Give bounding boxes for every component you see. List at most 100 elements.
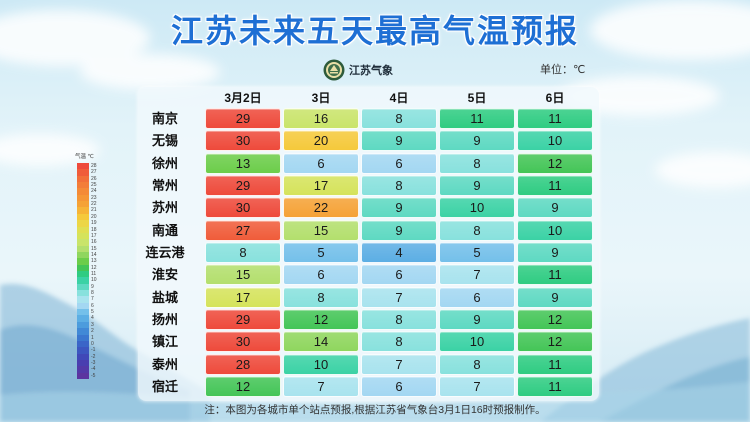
legend-tick-label: -5 (91, 372, 96, 379)
temperature-cell: 9 (439, 130, 515, 152)
temperature-cell: 5 (439, 241, 515, 263)
temperature-cell: 9 (361, 219, 437, 241)
city-label: 淮安 (151, 267, 178, 283)
jiangsu-meteorology-emblem-icon (323, 59, 345, 81)
legend-color-segment (77, 264, 89, 272)
legend-color-segment (77, 347, 89, 354)
temperature-cell: 10 (283, 353, 359, 375)
legend-tick-label: -1 (91, 347, 96, 354)
column-header: 3月2日 (224, 91, 262, 105)
temperature-cell: 30 (205, 331, 281, 353)
legend-tick-label: 24 (91, 188, 97, 195)
temperature-cell: 7 (283, 375, 359, 397)
temperature-cell: 16 (283, 108, 359, 129)
legend-color-segment (77, 321, 89, 329)
temperature-cell: 12 (517, 308, 593, 330)
temperature-cell: 8 (361, 308, 437, 330)
city-label: 徐州 (151, 155, 178, 171)
legend-color-segment (77, 182, 89, 189)
legend-tick-label: 15 (91, 245, 97, 252)
legend-tick-label: -2 (91, 353, 96, 360)
temperature-cell: 8 (361, 108, 437, 129)
temperature-cell: 9 (517, 286, 593, 308)
legend-tick-label: 21 (91, 207, 97, 214)
temperature-cell: 6 (361, 264, 437, 286)
legend-tick-label: 23 (91, 194, 97, 201)
column-header: 6日 (545, 91, 565, 105)
temperature-cell: 10 (517, 130, 593, 152)
temperature-cell: 11 (517, 108, 593, 129)
legend-color-segment (77, 201, 89, 208)
legend-tick-label: 20 (91, 213, 97, 220)
temperature-cell: 6 (283, 264, 359, 286)
city-label: 扬州 (151, 311, 178, 327)
temperature-cell: 11 (439, 108, 515, 129)
legend-color-segment (77, 315, 89, 323)
legend-tick-label: 25 (91, 182, 97, 189)
city-label: 苏州 (151, 200, 178, 216)
temperature-cell: 22 (283, 197, 359, 219)
legend-tick-label: 0 (91, 340, 94, 347)
legend-tick-label: 7 (91, 296, 94, 303)
temperature-cell: 9 (439, 308, 515, 330)
temperature-cell: 7 (439, 264, 515, 286)
temperature-cell: 9 (439, 174, 515, 196)
temperature-cell: 9 (517, 197, 593, 219)
temperature-cell: 5 (283, 241, 359, 263)
legend-color-segment (77, 258, 89, 266)
legend-color-segment (77, 302, 89, 310)
temperature-cell: 12 (517, 152, 593, 174)
temperature-cell: 14 (283, 331, 359, 353)
city-label: 无锡 (151, 133, 178, 149)
legend-title: 气温 ℃ (75, 154, 94, 160)
legend-color-segment (77, 232, 89, 240)
column-header: 5日 (467, 91, 487, 105)
temperature-cell: 13 (205, 152, 281, 174)
legend-color-segment (77, 340, 89, 348)
temperature-cell: 29 (205, 174, 281, 196)
city-label: 盐城 (151, 289, 178, 305)
legend-color-segment (77, 175, 89, 183)
temperature-cell: 30 (205, 130, 281, 152)
city-label: 泰州 (151, 356, 178, 372)
temperature-cell: 10 (517, 219, 593, 241)
page-title: 江苏未来五天最高气温预报 (170, 12, 579, 50)
legend-tick-label: 13 (91, 258, 97, 265)
temperature-cell: 8 (283, 286, 359, 308)
legend-tick-label: 5 (91, 309, 94, 316)
temperature-cell: 8 (205, 241, 281, 263)
temperature-cell: 9 (361, 197, 437, 219)
temperature-cell: 8 (439, 152, 515, 174)
legend-tick-label: 2 (91, 328, 94, 335)
temperature-cell: 11 (517, 375, 593, 397)
legend-tick-label: 22 (91, 201, 97, 208)
column-header: 4日 (389, 91, 409, 105)
legend-tick-label: 28 (91, 163, 97, 169)
temperature-cell: 6 (283, 152, 359, 174)
footer-note: 注：本图为各城市单个站点预报,根据江苏省气象台3月1日16时预报制作。 (204, 404, 546, 416)
legend-tick-label: 10 (91, 277, 97, 284)
temperature-cell: 8 (361, 331, 437, 353)
legend-color-segment (77, 207, 89, 215)
temperature-cell: 29 (205, 308, 281, 330)
temperature-cell: 12 (283, 308, 359, 330)
legend-color-segment (77, 194, 89, 202)
legend-tick-label: 26 (91, 175, 97, 182)
brand-name: 江苏气象 (349, 65, 393, 77)
temperature-cell: 7 (439, 375, 515, 397)
unit-label: 单位：℃ (540, 64, 586, 76)
legend-tick-label: 9 (91, 283, 94, 290)
temperature-cell: 7 (361, 286, 437, 308)
city-label: 连云港 (145, 244, 185, 260)
legend-color-segment (77, 296, 89, 304)
legend-tick-label: 27 (91, 169, 97, 176)
temperature-cell: 6 (361, 152, 437, 174)
temperature-cell: 12 (517, 331, 593, 353)
legend-color-segment (77, 220, 89, 227)
temperature-cell: 27 (205, 219, 281, 241)
temperature-cell: 11 (517, 353, 593, 375)
city-label: 南京 (151, 111, 178, 126)
temperature-cell: 6 (439, 286, 515, 308)
